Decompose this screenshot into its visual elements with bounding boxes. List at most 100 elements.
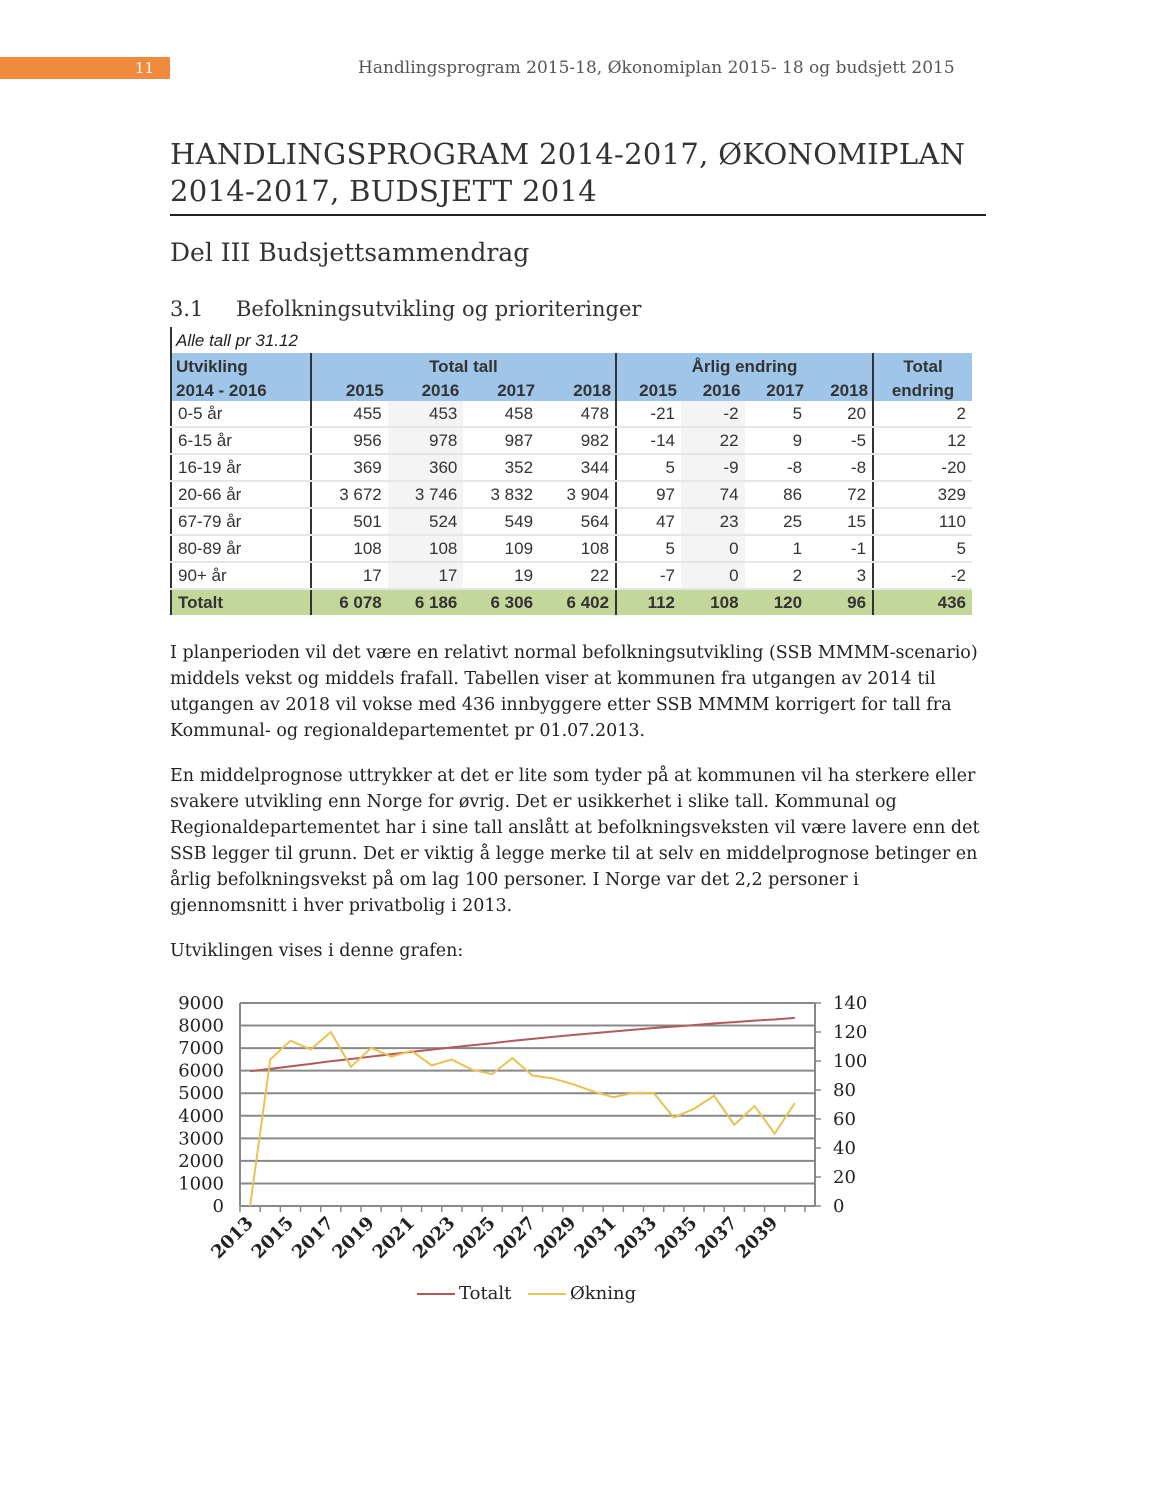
- table-cell: 458: [463, 401, 540, 428]
- table-cell: 329: [872, 481, 972, 509]
- table-cell: 23: [681, 508, 745, 536]
- y-right-tick-label: 60: [833, 1109, 856, 1130]
- table-cell: 524: [387, 508, 464, 536]
- table-cell: 982: [539, 427, 617, 455]
- table-cell: 6 306: [463, 589, 540, 615]
- y-right-tick-label: 20: [833, 1167, 856, 1188]
- y-right-tick-label: 120: [833, 1022, 867, 1043]
- header-year: 2017: [744, 377, 809, 401]
- table-row: 90+ år 17 17 19 22 -7 0 2 3 -2: [170, 562, 972, 590]
- table-cell: 17: [309, 562, 388, 590]
- table-cell: 22: [539, 562, 617, 590]
- table-cell: 564: [539, 508, 617, 536]
- table-cell: 47: [615, 508, 681, 536]
- table-cell: -9: [681, 454, 745, 482]
- x-tick-label: 2015: [248, 1213, 298, 1263]
- table-cell: 86: [744, 481, 809, 509]
- table-cell: 20-66 år: [170, 481, 311, 509]
- table-cell: 369: [309, 454, 388, 482]
- x-tick-label: 2029: [530, 1213, 580, 1263]
- y-left-tick-label: 4000: [178, 1106, 224, 1127]
- total-row: Totalt 6 078 6 186 6 306 6 402 112 108 120 96 436: [170, 589, 972, 615]
- table-cell: 67-79 år: [170, 508, 311, 536]
- table-cell: 16-19 år: [170, 454, 311, 482]
- y-right-tick-label: 0: [833, 1196, 844, 1217]
- header-total: Total: [872, 353, 972, 377]
- table-cell: 0: [681, 562, 745, 590]
- y-left-tick-label: 1000: [178, 1173, 224, 1194]
- header-endring: endring: [872, 377, 972, 401]
- header-year: 2015: [615, 377, 681, 401]
- table-cell: -1: [808, 535, 874, 563]
- table-cell: 360: [387, 454, 464, 482]
- header-year: 2016: [681, 377, 745, 401]
- table-cell: 3: [808, 562, 874, 590]
- y-right-tick-label: 40: [833, 1138, 856, 1159]
- table-row: 80-89 år 108 108 109 108 5 0 1 -1 5: [170, 535, 972, 563]
- table-cell: 978: [387, 427, 464, 455]
- table-cell: 12: [872, 427, 972, 455]
- y-right-tick-label: 100: [833, 1051, 867, 1072]
- table-cell: 19: [463, 562, 540, 590]
- x-tick-label: 2023: [409, 1213, 459, 1263]
- table-cell: 453: [387, 401, 464, 428]
- table-cell: 3 746: [387, 481, 464, 509]
- table-cell: 74: [681, 481, 745, 509]
- paragraph-1: I planperioden vil det være en relativt …: [170, 643, 978, 741]
- table-cell: 6-15 år: [170, 427, 311, 455]
- x-tick-label: 2031: [570, 1213, 620, 1263]
- population-table: Alle tall pr 31.12 Utvikling Total tall …: [170, 327, 972, 615]
- x-tick-label: 2035: [651, 1213, 701, 1263]
- population-chart: 0100020003000400050006000700080009000020…: [178, 993, 867, 1263]
- page-number: 11: [0, 57, 170, 79]
- table-row: 67-79 år 501 524 549 564 47 23 25 15 110: [170, 508, 972, 536]
- paragraph-3: Utviklingen vises i denne grafen:: [170, 941, 464, 961]
- table-cell: 3 672: [309, 481, 388, 509]
- x-tick-label: 2021: [369, 1213, 419, 1263]
- section-heading: 3.1 Befolkningsutvikling og prioriteringe…: [170, 297, 641, 321]
- header-period: 2014 - 2016: [170, 377, 311, 401]
- table-cell: 97: [615, 481, 681, 509]
- legend-label-okning: Økning: [570, 1283, 637, 1304]
- x-tick-label: 2019: [328, 1213, 378, 1263]
- table-cell: 5: [615, 535, 681, 563]
- table-row: 6-15 år 956 978 987 982 -14 22 9 -5 12: [170, 427, 972, 455]
- table-cell: 501: [309, 508, 388, 536]
- table-cell: Totalt: [170, 589, 311, 615]
- table-cell: 3 904: [539, 481, 617, 509]
- legend-totalt: Totalt: [417, 1283, 511, 1304]
- table-cell: -7: [615, 562, 681, 590]
- table-cell: -21: [615, 401, 681, 428]
- y-left-tick-label: 7000: [178, 1038, 224, 1059]
- x-tick-label: 2017: [288, 1213, 338, 1263]
- table-cell: 112: [615, 589, 681, 615]
- x-tick-label: 2013: [207, 1213, 257, 1263]
- table-cell: -8: [808, 454, 874, 482]
- table-row: 0-5 år 455 453 458 478 -21 -2 5 20 2: [170, 401, 972, 428]
- y-right-tick-label: 80: [833, 1080, 856, 1101]
- table-row: 20-66 år 3 672 3 746 3 832 3 904 97 74 86 72 329: [170, 481, 972, 509]
- table-cell: -8: [744, 454, 809, 482]
- table-cell: 108: [387, 535, 464, 563]
- series-line-okning: [249, 1030, 796, 1207]
- x-tick-label: 2027: [490, 1213, 540, 1263]
- table-cell: 108: [539, 535, 617, 563]
- table-cell: 352: [463, 454, 540, 482]
- table-cell: 20: [808, 401, 874, 428]
- y-left-tick-label: 2000: [178, 1151, 224, 1172]
- table-cell: -20: [872, 454, 972, 482]
- table-cell: 22: [681, 427, 745, 455]
- y-left-tick-label: 6000: [178, 1061, 224, 1082]
- table-cell: 15: [808, 508, 874, 536]
- table-cell: 80-89 år: [170, 535, 311, 563]
- table-cell: 108: [309, 535, 388, 563]
- y-left-tick-label: 3000: [178, 1128, 224, 1149]
- section-title: Befolkningsutvikling og prioriteringer: [236, 297, 642, 321]
- table-cell: 6 186: [387, 589, 464, 615]
- table-cell: -2: [872, 562, 972, 590]
- table-cell: 3 832: [463, 481, 540, 509]
- table-cell: 6 402: [539, 589, 617, 615]
- table-cell: 25: [744, 508, 809, 536]
- table-cell: -14: [615, 427, 681, 455]
